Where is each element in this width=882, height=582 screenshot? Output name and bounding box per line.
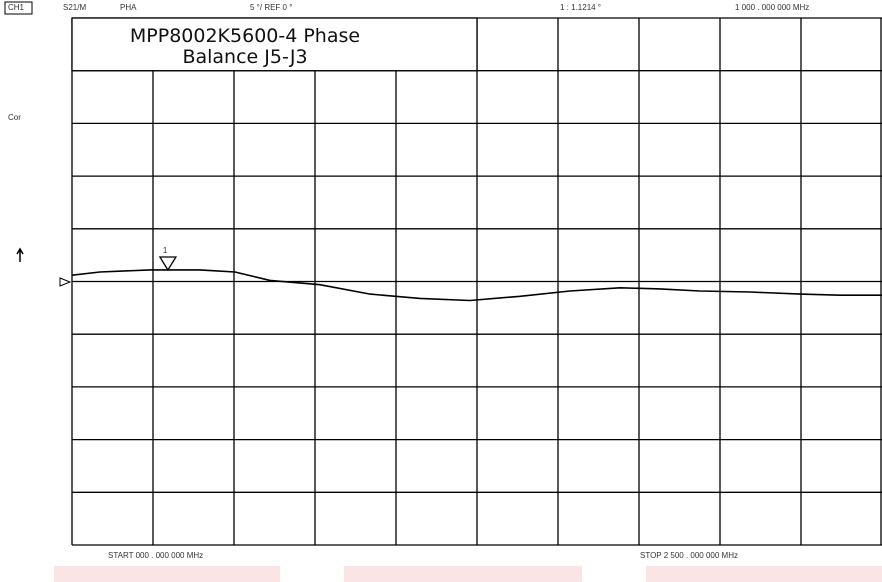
footer-pad (344, 566, 582, 582)
footer-pad (54, 566, 280, 582)
side-label: Cor (8, 113, 21, 122)
header-text: PHA (120, 3, 137, 12)
header-text: 1 : 1.1214 ° (560, 3, 601, 12)
stop-label: STOP 2 500 . 000 000 MHz (640, 551, 738, 560)
trace (71, 269, 882, 302)
marker-label: 1 (163, 246, 168, 255)
marker (158, 256, 178, 272)
ref-arrow (16, 247, 24, 262)
header-text: S21/M (63, 3, 86, 12)
header-box (4, 1, 33, 15)
chart-title: MPP8002K5600-4 Phase Balance J5-J3 (130, 25, 360, 68)
footer-pad (646, 566, 882, 582)
header-text: 1 000 . 000 000 MHz (735, 3, 809, 12)
header-text: CH1 (8, 3, 25, 12)
title-line: Balance J5-J3 (182, 46, 307, 68)
title-box (71, 17, 478, 72)
ref-pointer (59, 277, 72, 287)
header-text: 5 °/ REF 0 ° (250, 3, 292, 12)
title-line: MPP8002K5600-4 Phase (130, 25, 360, 47)
start-label: START 000 . 000 000 MHz (108, 551, 203, 560)
